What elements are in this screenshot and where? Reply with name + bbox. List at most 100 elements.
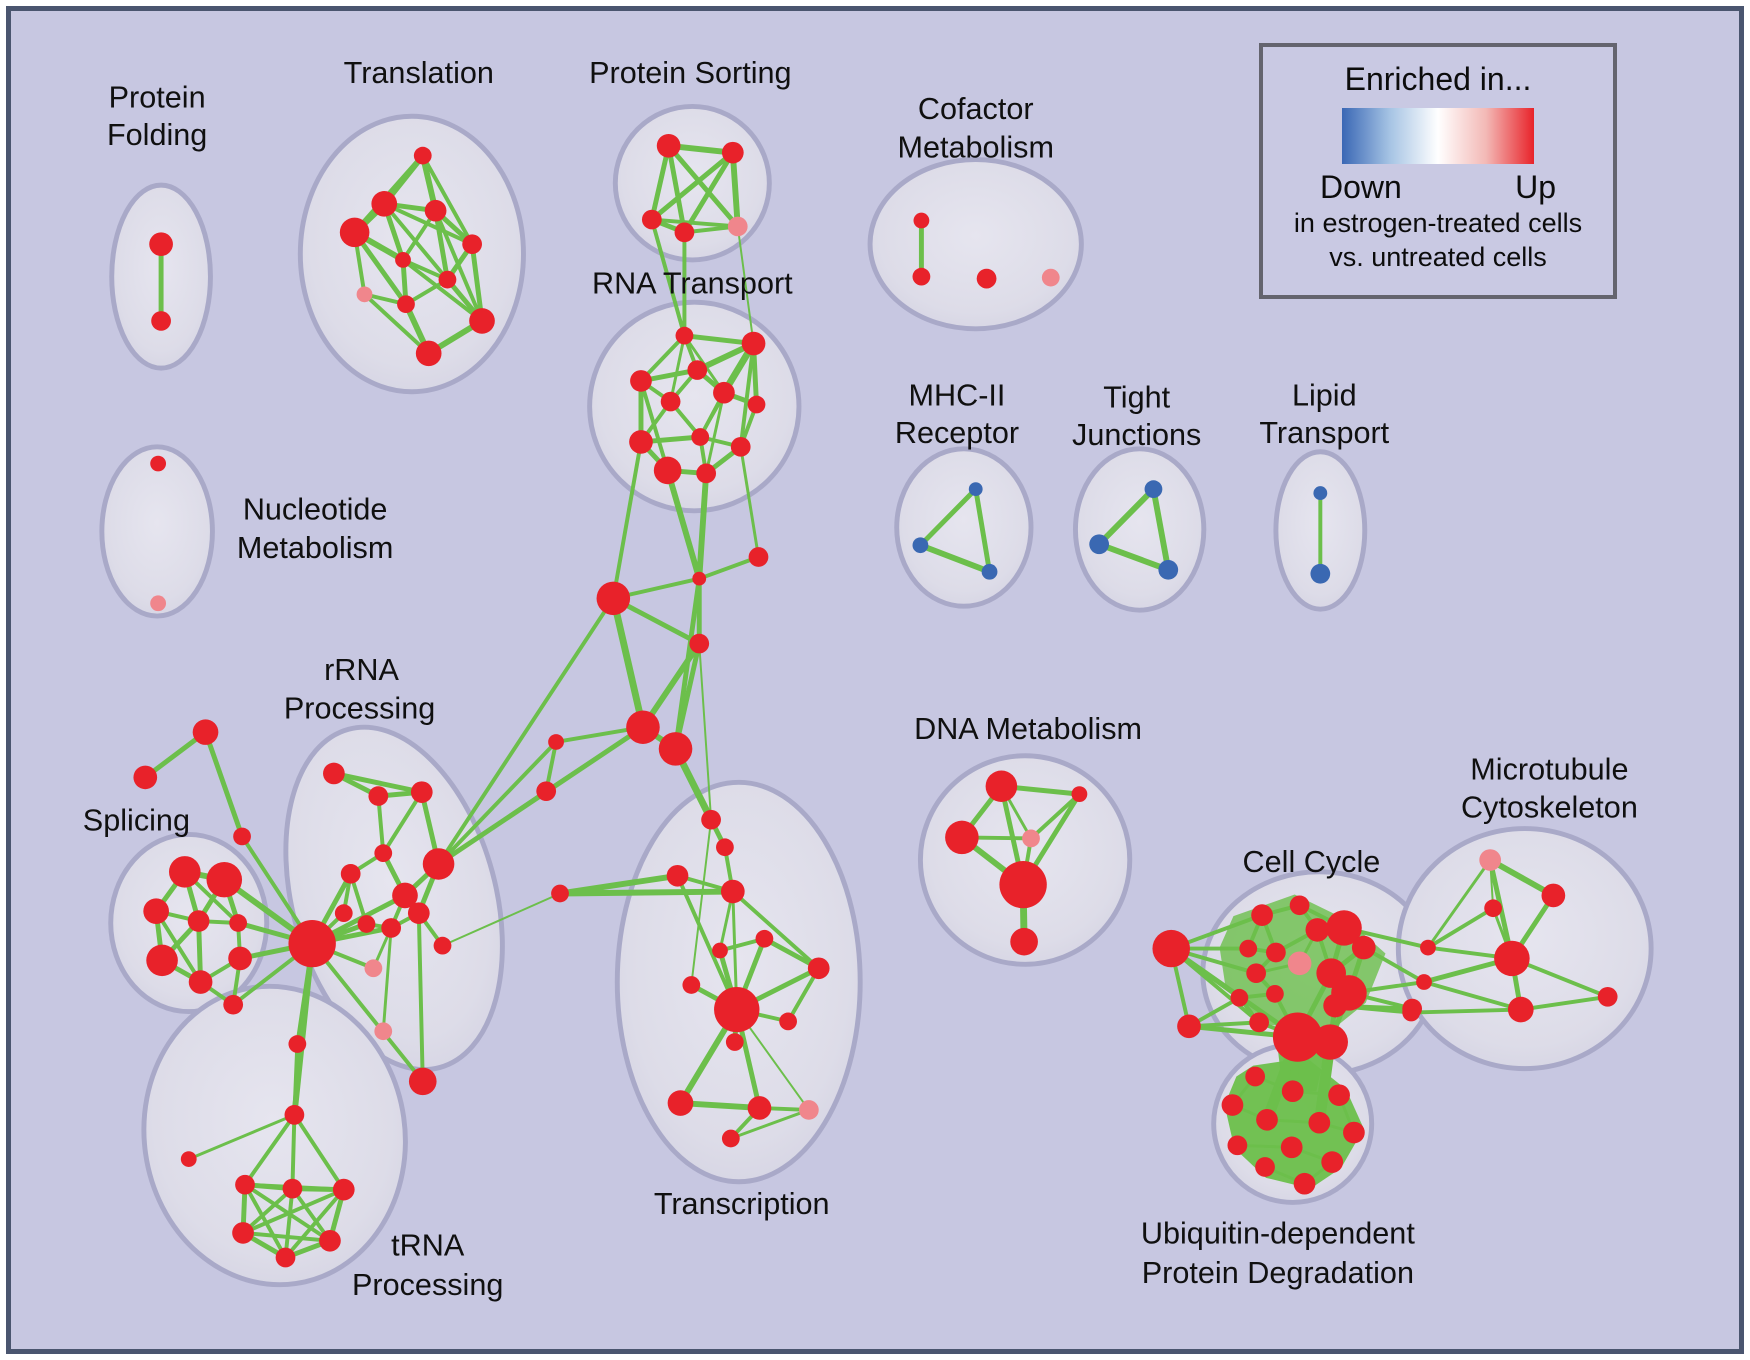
cluster-nucleotide-metabolism-label-0: Nucleotide xyxy=(243,493,388,527)
node-rt5 xyxy=(713,381,735,404)
legend-up-label: Up xyxy=(1515,169,1556,205)
node-q3 xyxy=(374,844,393,863)
node-tl xyxy=(551,884,569,903)
edge-t2-tb xyxy=(675,873,739,1012)
node-h2 xyxy=(658,732,693,766)
edge-hx3-hx4 xyxy=(241,1230,332,1243)
node-m4 xyxy=(1507,996,1534,1023)
edge-x0-q5 xyxy=(436,596,616,866)
edge-c0-c15 xyxy=(1169,946,1262,1025)
node-rt11 xyxy=(653,456,682,485)
node-tr1 xyxy=(413,146,432,165)
node-u4 xyxy=(1256,1108,1278,1131)
edge-hx1-hx3 xyxy=(241,1186,295,1235)
node-u11 xyxy=(1293,1172,1316,1195)
edge-m0-m1 xyxy=(1487,857,1557,899)
edge-rt11-x1 xyxy=(664,467,703,582)
edge-b1-b2 xyxy=(917,486,979,548)
edge-x3-h1 xyxy=(639,640,703,731)
edge-q10-tl xyxy=(441,892,561,947)
edge-q0-q2 xyxy=(331,771,425,795)
cluster-protein-sorting-label-0: Protein Sorting xyxy=(589,56,791,90)
node-s8 xyxy=(223,994,244,1015)
legend-ends: Down Up xyxy=(1320,168,1556,206)
edge-st1-st3 xyxy=(203,729,245,839)
node-b8 xyxy=(1310,563,1331,584)
node-q0 xyxy=(323,762,345,785)
node-hx1 xyxy=(282,1178,303,1199)
cluster-ubiquitin-degradation-label-0: Ubiquitin-dependent xyxy=(1141,1217,1415,1251)
edge-b1-b3 xyxy=(973,486,993,575)
edge-m4-m5 xyxy=(1518,994,1610,1012)
node-hx3 xyxy=(232,1222,254,1244)
edge-tr4-tr7 xyxy=(433,208,450,283)
node-q4 xyxy=(340,863,361,884)
node-rt4 xyxy=(630,370,652,392)
node-cf2 xyxy=(912,267,931,286)
edge-hx2-hx3 xyxy=(241,1187,346,1235)
node-m5 xyxy=(1597,986,1618,1007)
node-b7 xyxy=(1313,486,1328,500)
node-d5 xyxy=(1010,927,1038,956)
edge-x1-x2 xyxy=(697,555,761,581)
edge-rt1-rt7 xyxy=(669,334,686,404)
edge-sb-q13 xyxy=(310,941,425,1084)
node-tr9 xyxy=(397,295,415,314)
node-s7 xyxy=(228,946,252,971)
edge-ps5-rt2 xyxy=(736,225,755,345)
cluster-dna-metabolism-label-0: DNA Metabolism xyxy=(914,712,1142,746)
node-pf2 xyxy=(151,311,171,331)
node-ps5 xyxy=(727,216,748,237)
cluster-cofactor-metabolism-label-0: Cofactor xyxy=(918,92,1034,126)
edge-ps2-ps5 xyxy=(729,149,741,230)
node-t13 xyxy=(721,1129,740,1148)
node-nn1 xyxy=(150,455,167,472)
edge-c1t-hx2 xyxy=(292,1112,346,1192)
cluster-cofactor-metabolism-boundary xyxy=(867,157,1084,332)
node-c5 xyxy=(1266,942,1286,963)
node-c4 xyxy=(1239,939,1258,958)
node-c9 xyxy=(1305,918,1330,942)
node-c3 xyxy=(1289,895,1310,916)
node-u10 xyxy=(1255,1157,1275,1177)
node-h1 xyxy=(626,710,660,744)
cluster-lipid-transport-label-0: Lipid xyxy=(1292,379,1357,413)
node-tr4 xyxy=(424,199,447,222)
node-b1 xyxy=(968,482,983,497)
cluster-protein-folding-label-0: Protein xyxy=(109,80,206,114)
node-q6 xyxy=(392,882,418,909)
node-q5 xyxy=(422,848,455,880)
node-tr3 xyxy=(339,217,370,248)
node-b6 xyxy=(1158,559,1179,580)
node-rt12 xyxy=(696,463,717,484)
legend-down-label: Down xyxy=(1320,169,1402,205)
node-q10 xyxy=(433,936,452,955)
cluster-mhc-ii-receptor-boundary xyxy=(894,446,1034,609)
node-tr6 xyxy=(395,252,411,268)
node-u6 xyxy=(1343,1121,1365,1144)
node-ps3 xyxy=(641,209,662,230)
cluster-rna-transport-label-0: RNA Transport xyxy=(592,266,793,300)
node-u8 xyxy=(1280,1136,1303,1159)
node-q1 xyxy=(368,786,389,806)
node-st2 xyxy=(133,765,158,790)
node-d1 xyxy=(1071,786,1088,802)
node-st1 xyxy=(192,719,219,745)
node-cc1 xyxy=(1420,939,1436,956)
node-t4 xyxy=(755,929,774,948)
node-q2 xyxy=(410,781,433,803)
edge-hx0-hx5 xyxy=(243,1182,288,1260)
node-c13 xyxy=(1230,988,1249,1007)
node-u9 xyxy=(1321,1151,1344,1173)
node-p2 xyxy=(374,1022,393,1041)
cluster-protein-folding-label-1: Folding xyxy=(107,118,207,152)
node-b5 xyxy=(1089,534,1110,555)
node-tr10 xyxy=(469,308,495,334)
node-u0 xyxy=(1245,1066,1266,1087)
node-d0 xyxy=(985,770,1018,802)
node-c1 xyxy=(1177,1014,1201,1039)
node-s2 xyxy=(143,898,169,924)
edge-x3-h2 xyxy=(673,641,702,752)
edge-b4-b5 xyxy=(1096,486,1157,548)
edge-t12-t13 xyxy=(729,1108,811,1140)
